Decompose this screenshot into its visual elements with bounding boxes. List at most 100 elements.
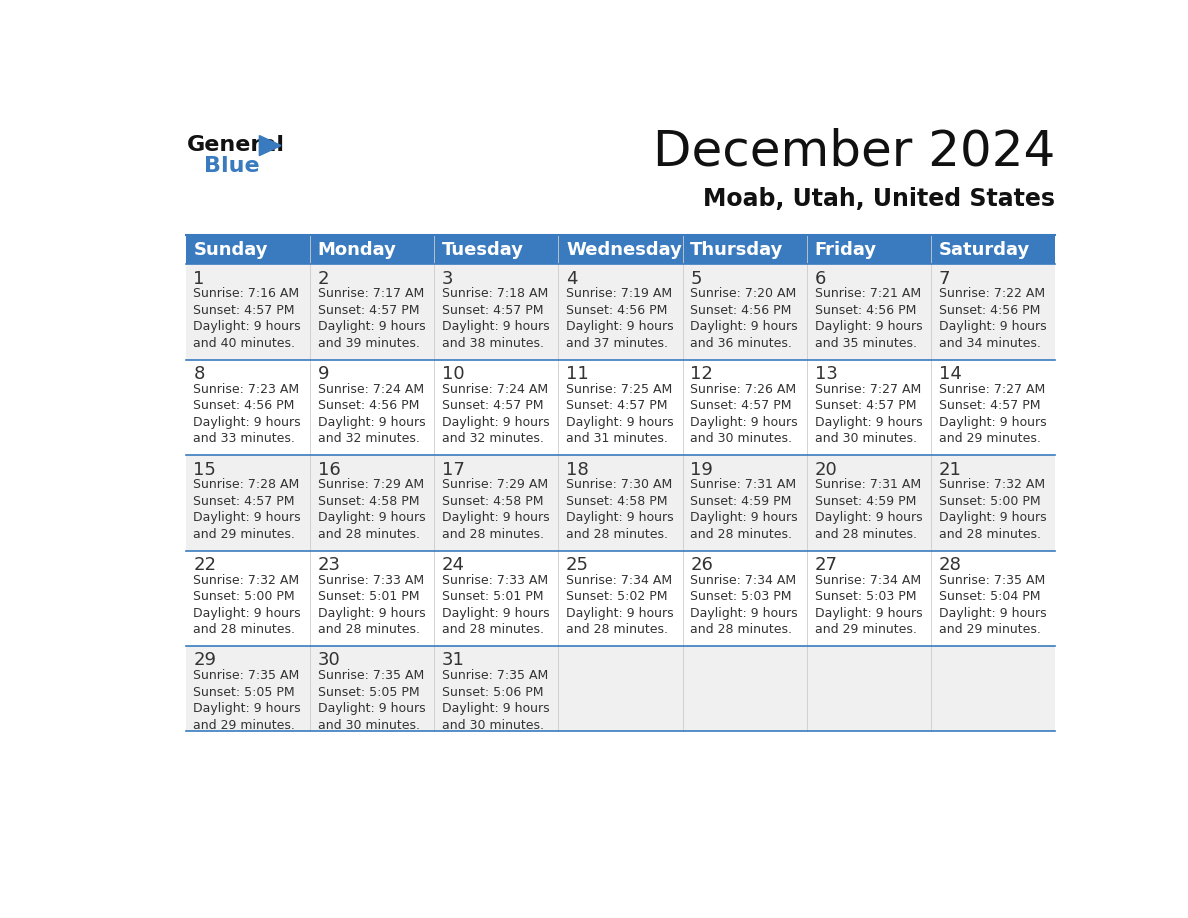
Text: and 28 minutes.: and 28 minutes. [194,623,296,636]
Text: Blue: Blue [204,156,260,176]
Text: and 30 minutes.: and 30 minutes. [317,719,419,732]
Text: Sunset: 4:56 PM: Sunset: 4:56 PM [567,304,668,317]
Text: Daylight: 9 hours: Daylight: 9 hours [815,416,922,429]
Text: Daylight: 9 hours: Daylight: 9 hours [815,607,922,620]
Text: and 29 minutes.: and 29 minutes. [939,623,1041,636]
Text: Daylight: 9 hours: Daylight: 9 hours [939,320,1047,333]
Text: and 28 minutes.: and 28 minutes. [815,528,917,541]
Bar [185,455,1055,551]
Text: Daylight: 9 hours: Daylight: 9 hours [317,607,425,620]
Text: Sunset: 4:57 PM: Sunset: 4:57 PM [194,304,295,317]
Text: Sunrise: 7:26 AM: Sunrise: 7:26 AM [690,383,796,396]
Text: Sunset: 4:56 PM: Sunset: 4:56 PM [815,304,916,317]
Text: 2: 2 [317,270,329,287]
Text: and 29 minutes.: and 29 minutes. [815,623,916,636]
Text: and 30 minutes.: and 30 minutes. [690,432,792,445]
Text: Sunrise: 7:32 AM: Sunrise: 7:32 AM [194,574,299,587]
Text: and 32 minutes.: and 32 minutes. [317,432,419,445]
Text: Sunset: 4:57 PM: Sunset: 4:57 PM [690,399,792,412]
Text: Sunrise: 7:34 AM: Sunrise: 7:34 AM [690,574,796,587]
Text: Sunset: 4:56 PM: Sunset: 4:56 PM [939,304,1041,317]
Text: 19: 19 [690,461,713,478]
Text: Daylight: 9 hours: Daylight: 9 hours [567,607,674,620]
Text: Sunset: 5:06 PM: Sunset: 5:06 PM [442,686,543,699]
Text: Sunrise: 7:33 AM: Sunrise: 7:33 AM [442,574,548,587]
Text: Sunrise: 7:35 AM: Sunrise: 7:35 AM [939,574,1045,587]
Text: 30: 30 [317,652,341,669]
Text: Sunset: 5:03 PM: Sunset: 5:03 PM [815,590,916,603]
Text: 6: 6 [815,270,826,287]
Text: Sunrise: 7:28 AM: Sunrise: 7:28 AM [194,478,299,491]
Text: Wednesday: Wednesday [567,241,682,259]
Text: and 30 minutes.: and 30 minutes. [442,719,544,732]
Text: Daylight: 9 hours: Daylight: 9 hours [815,511,922,524]
Text: 9: 9 [317,365,329,383]
Text: Daylight: 9 hours: Daylight: 9 hours [939,511,1047,524]
Text: 26: 26 [690,556,713,574]
Text: Moab, Utah, United States: Moab, Utah, United States [703,187,1055,211]
Text: General: General [188,135,285,155]
Text: Sunrise: 7:21 AM: Sunrise: 7:21 AM [815,287,921,300]
Text: Sunset: 4:58 PM: Sunset: 4:58 PM [317,495,419,508]
Text: Sunset: 4:57 PM: Sunset: 4:57 PM [442,399,543,412]
Text: Daylight: 9 hours: Daylight: 9 hours [442,511,550,524]
Text: Sunset: 4:57 PM: Sunset: 4:57 PM [317,304,419,317]
Text: Sunrise: 7:25 AM: Sunrise: 7:25 AM [567,383,672,396]
Text: and 36 minutes.: and 36 minutes. [690,337,792,350]
Text: Daylight: 9 hours: Daylight: 9 hours [194,702,301,715]
Text: Daylight: 9 hours: Daylight: 9 hours [442,320,550,333]
Text: and 38 minutes.: and 38 minutes. [442,337,544,350]
Text: Daylight: 9 hours: Daylight: 9 hours [194,607,301,620]
Text: 27: 27 [815,556,838,574]
Text: and 29 minutes.: and 29 minutes. [939,432,1041,445]
Text: Sunset: 5:05 PM: Sunset: 5:05 PM [317,686,419,699]
Text: 18: 18 [567,461,589,478]
Text: Daylight: 9 hours: Daylight: 9 hours [317,416,425,429]
Text: Daylight: 9 hours: Daylight: 9 hours [939,607,1047,620]
Text: Sunset: 4:57 PM: Sunset: 4:57 PM [194,495,295,508]
Text: Sunrise: 7:27 AM: Sunrise: 7:27 AM [815,383,921,396]
Text: Daylight: 9 hours: Daylight: 9 hours [442,607,550,620]
Text: Sunrise: 7:24 AM: Sunrise: 7:24 AM [317,383,424,396]
Text: Daylight: 9 hours: Daylight: 9 hours [567,416,674,429]
Text: 17: 17 [442,461,465,478]
Text: 15: 15 [194,461,216,478]
Text: Monday: Monday [317,241,397,259]
Text: Sunset: 5:05 PM: Sunset: 5:05 PM [194,686,295,699]
Text: Sunset: 4:57 PM: Sunset: 4:57 PM [815,399,916,412]
Text: 16: 16 [317,461,341,478]
Text: and 28 minutes.: and 28 minutes. [442,623,544,636]
Text: Sunrise: 7:29 AM: Sunrise: 7:29 AM [317,478,424,491]
Text: Sunrise: 7:19 AM: Sunrise: 7:19 AM [567,287,672,300]
Text: Daylight: 9 hours: Daylight: 9 hours [442,416,550,429]
Text: Sunset: 5:03 PM: Sunset: 5:03 PM [690,590,792,603]
Text: Daylight: 9 hours: Daylight: 9 hours [939,416,1047,429]
Text: Daylight: 9 hours: Daylight: 9 hours [690,607,798,620]
Text: 21: 21 [939,461,961,478]
Text: Sunset: 4:58 PM: Sunset: 4:58 PM [442,495,543,508]
Text: 25: 25 [567,556,589,574]
Text: and 28 minutes.: and 28 minutes. [567,528,668,541]
Text: Sunrise: 7:29 AM: Sunrise: 7:29 AM [442,478,548,491]
Text: Daylight: 9 hours: Daylight: 9 hours [690,320,798,333]
Bar [185,235,1055,264]
Text: Sunrise: 7:35 AM: Sunrise: 7:35 AM [317,669,424,682]
Text: Sunrise: 7:34 AM: Sunrise: 7:34 AM [815,574,921,587]
Text: and 40 minutes.: and 40 minutes. [194,337,296,350]
Text: Saturday: Saturday [939,241,1030,259]
Text: and 39 minutes.: and 39 minutes. [317,337,419,350]
Text: and 37 minutes.: and 37 minutes. [567,337,668,350]
Text: Sunset: 5:02 PM: Sunset: 5:02 PM [567,590,668,603]
Text: Sunrise: 7:16 AM: Sunrise: 7:16 AM [194,287,299,300]
Text: 11: 11 [567,365,589,383]
Text: 3: 3 [442,270,454,287]
Text: 1: 1 [194,270,204,287]
Text: Sunset: 4:56 PM: Sunset: 4:56 PM [317,399,419,412]
Text: Sunset: 5:00 PM: Sunset: 5:00 PM [194,590,295,603]
Text: Sunset: 5:01 PM: Sunset: 5:01 PM [442,590,543,603]
Bar [185,551,1055,646]
Text: and 28 minutes.: and 28 minutes. [690,623,792,636]
Text: Tuesday: Tuesday [442,241,524,259]
Text: Sunset: 4:59 PM: Sunset: 4:59 PM [815,495,916,508]
Text: Sunset: 5:00 PM: Sunset: 5:00 PM [939,495,1041,508]
